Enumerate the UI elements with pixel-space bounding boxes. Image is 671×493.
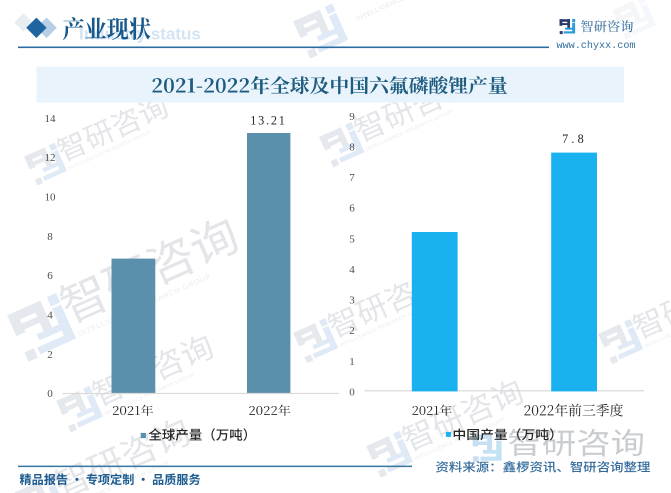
svg-text:13.21: 13.21 xyxy=(250,114,286,128)
svg-text:8: 8 xyxy=(349,141,355,153)
svg-text:www.chyxx.com: www.chyxx.com xyxy=(557,40,636,52)
svg-text:1: 1 xyxy=(349,356,355,368)
svg-text:5: 5 xyxy=(349,233,355,245)
svg-text:4: 4 xyxy=(349,264,355,276)
svg-text:14: 14 xyxy=(45,113,57,125)
svg-text:2: 2 xyxy=(349,325,355,337)
svg-text:7.8: 7.8 xyxy=(562,132,587,146)
svg-text:6: 6 xyxy=(47,270,53,282)
svg-text:12: 12 xyxy=(45,152,56,164)
svg-text:9: 9 xyxy=(349,111,355,123)
svg-text:7: 7 xyxy=(349,172,355,184)
svg-text:4: 4 xyxy=(47,310,53,322)
svg-text:10: 10 xyxy=(45,192,57,204)
svg-text:2: 2 xyxy=(47,349,53,361)
svg-text:3: 3 xyxy=(349,295,355,307)
svg-text:6: 6 xyxy=(349,203,355,215)
svg-text:0: 0 xyxy=(349,386,355,398)
svg-text:0: 0 xyxy=(47,388,53,400)
svg-text:8: 8 xyxy=(47,231,53,243)
